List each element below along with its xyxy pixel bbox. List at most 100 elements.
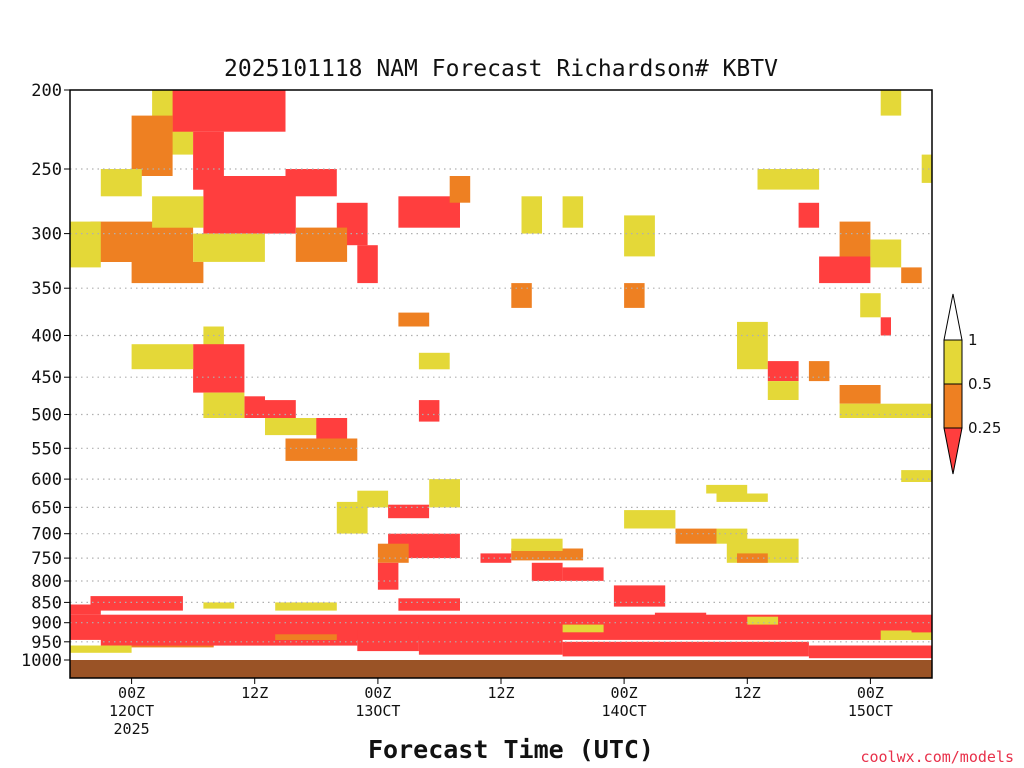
- x-tick-label: 15OCT: [848, 702, 893, 720]
- heatmap-cell: [767, 381, 799, 400]
- heatmap-cell: [562, 196, 584, 228]
- y-tick-label: 850: [31, 593, 62, 613]
- y-tick-label: 950: [31, 633, 62, 653]
- legend-swatch: [943, 383, 963, 429]
- y-tick-label: 1000: [21, 651, 62, 671]
- heatmap-cell: [624, 283, 645, 308]
- heatmap-cell: [193, 233, 265, 262]
- heatmap-cell: [316, 418, 348, 442]
- heatmap-cell: [388, 504, 430, 519]
- y-tick-label: 600: [31, 470, 62, 490]
- heatmap-cell: [798, 202, 820, 228]
- x-tick-label: 00Z: [364, 684, 391, 702]
- heatmap-cell: [131, 344, 194, 370]
- heatmap-cell: [511, 283, 532, 308]
- y-tick-label: 650: [31, 498, 62, 518]
- heatmap-cell: [767, 361, 799, 382]
- heatmap-cell: [131, 261, 204, 284]
- heatmap-cell: [880, 317, 891, 336]
- heatmap-cell: [449, 176, 471, 203]
- y-tick-label: 550: [31, 439, 62, 459]
- heatmap-cell: [654, 612, 707, 623]
- y-tick-label: 250: [31, 160, 62, 180]
- heatmap-cell: [418, 352, 450, 370]
- heatmap-cell: [285, 438, 358, 461]
- x-tick-label: 00Z: [118, 684, 145, 702]
- credit-link[interactable]: coolwx.com/models: [860, 748, 1014, 766]
- legend-label: 1: [968, 331, 978, 349]
- x-tick-label: 12Z: [241, 684, 268, 702]
- heatmap-cell: [70, 645, 132, 653]
- heatmap-cell: [839, 403, 932, 418]
- heatmap-cell: [152, 196, 204, 228]
- heatmap-cell: [418, 636, 563, 655]
- heatmap-cell: [613, 585, 666, 607]
- x-tick-label: 12Z: [487, 684, 514, 702]
- heatmap-cell: [100, 169, 142, 197]
- x-tick-label: 14OCT: [602, 702, 647, 720]
- heatmap-cell: [901, 470, 932, 482]
- y-tick-label: 750: [31, 549, 62, 569]
- heatmap-cell: [70, 604, 101, 615]
- heatmap-cell: [275, 634, 337, 640]
- heatmap-cell: [193, 344, 245, 393]
- heatmap-cell: [901, 267, 922, 284]
- heatmap-cell: [90, 221, 194, 262]
- heatmap-cell: [203, 176, 296, 234]
- y-tick-label: 300: [31, 225, 62, 245]
- heatmap-cell: [511, 548, 584, 561]
- heatmap-cell: [737, 321, 768, 370]
- heatmap-cell: [839, 221, 871, 257]
- heatmap-cell: [706, 484, 748, 494]
- heatmap-cell: [377, 562, 399, 590]
- heatmap-cell: [808, 645, 932, 659]
- heatmap-cell: [880, 90, 902, 116]
- heatmap-cell: [562, 641, 809, 657]
- x-axis-label: Forecast Time (UTC): [368, 735, 654, 764]
- y-tick-label: 450: [31, 368, 62, 388]
- legend-top-arrow: [943, 293, 963, 341]
- heatmap-cell: [624, 510, 676, 529]
- heatmap-cell: [531, 562, 563, 581]
- heatmap-cell: [870, 239, 902, 268]
- heatmap-cells: [70, 90, 932, 659]
- heatmap-cell: [357, 630, 419, 652]
- heatmap-cell: [480, 553, 512, 563]
- heatmap-cell: [275, 602, 337, 611]
- legend-label: 0.5: [968, 375, 992, 393]
- heatmap-cell: [839, 385, 881, 404]
- x-tick-label: 12Z: [734, 684, 761, 702]
- heatmap-cell: [675, 528, 717, 544]
- heatmap-cell: [398, 312, 430, 327]
- heatmap-cell: [295, 227, 348, 262]
- heatmap-cell: [377, 543, 409, 563]
- heatmap-cell: [880, 630, 932, 640]
- heatmap-cell: [562, 567, 604, 581]
- heatmap-cell: [808, 361, 830, 382]
- y-axis-ticks: 200 250 300 350 400 450 500 550 600 650 700 750 8008…: [21, 81, 70, 671]
- heatmap-cell: [716, 493, 768, 502]
- heatmap-cell: [265, 400, 296, 419]
- x-tick-label: 00Z: [857, 684, 884, 702]
- heatmap-cell: [921, 154, 932, 183]
- heatmap-cell: [562, 624, 604, 633]
- heatmap-cell: [285, 169, 337, 197]
- legend-bottom-arrow: [943, 427, 963, 475]
- heatmap-cell: [172, 90, 286, 132]
- y-tick-label: 800: [31, 572, 62, 592]
- heatmap-cell: [203, 602, 235, 609]
- heatmap-cell: [624, 215, 655, 257]
- x-tick-label: 00Z: [611, 684, 638, 702]
- heatmap-cell: [418, 400, 440, 422]
- heatmap-cell: [398, 598, 460, 611]
- pressure-gridlines: [70, 168, 932, 643]
- heatmap-cell: [357, 490, 389, 508]
- y-tick-label: 900: [31, 614, 62, 634]
- chart-title: 2025101118 NAM Forecast Richardson# KBTV: [224, 56, 778, 82]
- y-tick-label: 700: [31, 525, 62, 545]
- heatmap-cell: [511, 538, 563, 551]
- heatmap-cell: [521, 196, 542, 234]
- legend-label: 0.25: [968, 419, 1001, 437]
- heatmap-cell: [757, 169, 820, 190]
